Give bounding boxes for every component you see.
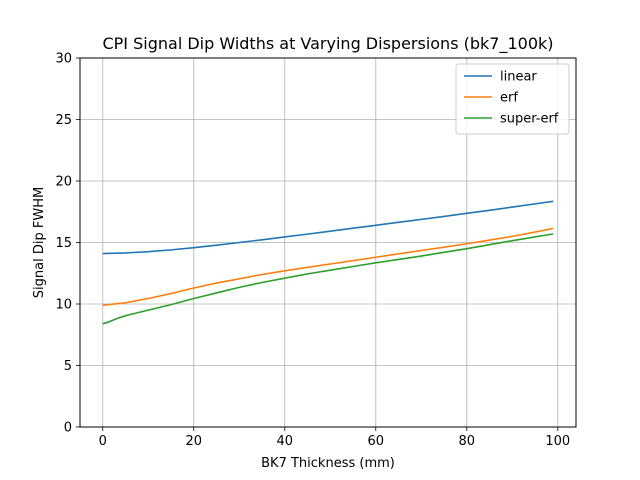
x-tick-label: 0 bbox=[99, 434, 107, 449]
y-tick-label: 15 bbox=[55, 236, 72, 251]
x-tick-label: 40 bbox=[276, 434, 293, 449]
series-layer bbox=[102, 200, 554, 325]
x-tick-label: 80 bbox=[459, 434, 476, 449]
y-tick-label: 10 bbox=[55, 298, 72, 313]
series-line-linear bbox=[102, 200, 554, 255]
x-tick-label: 100 bbox=[545, 434, 570, 449]
legend-label: linear bbox=[500, 70, 537, 85]
y-tick-label: 25 bbox=[55, 113, 72, 128]
y-tick-label: 5 bbox=[64, 359, 72, 374]
series-line-erf bbox=[102, 227, 554, 307]
legend: linear erf super-erf bbox=[455, 63, 570, 135]
x-axis-label: BK7 Thickness (mm) bbox=[261, 456, 395, 471]
ticks: 0 20 40 60 80 100 0 5 10 15 20 25 30 bbox=[55, 52, 570, 450]
chart-title: CPI Signal Dip Widths at Varying Dispers… bbox=[102, 34, 553, 54]
legend-box bbox=[455, 63, 570, 135]
y-tick-label: 30 bbox=[55, 52, 72, 67]
x-tick-label: 20 bbox=[185, 434, 202, 449]
series-line-super-erf bbox=[102, 233, 554, 325]
legend-label: erf bbox=[500, 91, 518, 106]
legend-label: super-erf bbox=[500, 112, 559, 127]
grid bbox=[80, 57, 576, 428]
y-tick-label: 20 bbox=[55, 175, 72, 190]
x-tick-label: 60 bbox=[368, 434, 385, 449]
y-axis-label: Signal Dip FWHM bbox=[32, 187, 47, 298]
y-tick-label: 0 bbox=[64, 421, 72, 436]
